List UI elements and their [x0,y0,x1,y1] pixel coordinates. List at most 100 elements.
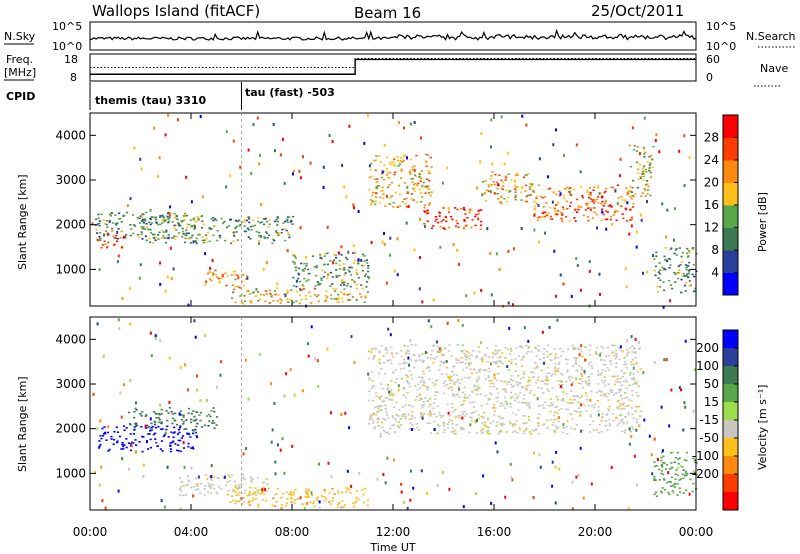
data-cell [393,431,397,434]
data-cell [392,201,395,204]
data-cell [555,395,558,398]
data-cell [467,352,470,354]
data-cell [588,196,591,199]
data-cell [135,450,137,454]
data-cell [609,389,612,392]
data-cell [549,405,552,407]
data-cell [276,282,279,286]
data-cell [584,380,587,383]
data-cell [286,221,290,223]
data-cell [377,407,380,409]
data-cell [272,122,275,126]
data-cell [602,363,605,366]
data-cell [426,387,429,389]
data-cell [437,350,440,352]
data-cell [430,357,433,360]
data-cell [103,240,106,242]
data-cell [587,363,590,366]
data-cell [578,365,581,367]
data-cell [476,385,479,388]
data-cell [398,205,401,207]
data-cell [630,335,633,339]
data-cell [413,417,416,419]
data-cell [290,497,293,500]
data-cell [522,370,525,373]
data-cell [174,412,177,415]
data-cell [195,242,198,245]
data-cell [491,171,494,173]
data-cell [462,428,465,430]
data-cell [458,417,461,419]
data-cell [343,293,346,296]
data-cell [550,218,554,220]
data-cell [288,236,291,239]
data-cell [507,360,510,363]
data-cell [670,247,673,250]
data-cell [464,397,467,399]
data-cell [606,211,609,213]
data-cell [565,408,568,410]
data-cell [510,362,513,365]
data-cell [393,406,396,408]
data-cell [300,298,303,301]
data-cell [636,395,639,397]
data-cell [394,191,397,194]
data-cell [133,224,136,226]
data-cell [417,429,420,431]
colorbar-tick-label: -100 [692,449,719,463]
data-cell [297,272,300,275]
data-cell [454,429,457,432]
data-cell [227,474,230,476]
data-cell [284,294,287,298]
data-cell [376,421,379,424]
data-cell [153,233,156,236]
data-cell [420,376,423,379]
data-cell [542,206,545,208]
data-cell [428,405,431,408]
data-cell [422,384,425,386]
data-cell [486,403,489,405]
data-cell [497,433,500,435]
data-cell [213,224,216,227]
data-cell [668,468,671,470]
data-cell [363,501,366,504]
data-cell [618,405,621,407]
data-cell [91,222,94,226]
data-cell [601,415,604,418]
data-cell [427,366,430,368]
data-cell [455,424,458,426]
data-cell [496,396,499,398]
data-cell [169,246,172,250]
data-cell [624,392,627,394]
data-cell [509,378,512,381]
data-cell [421,196,424,198]
data-cell [175,229,178,231]
data-cell [212,274,215,277]
data-cell [464,415,467,417]
data-cell [637,406,640,408]
data-cell [210,464,213,468]
data-cell [444,228,447,230]
data-cell [376,180,379,183]
data-cell [488,190,491,193]
data-cell [243,492,246,495]
data-cell [454,225,457,227]
data-cell [663,462,666,464]
data-cell [326,347,329,351]
data-cell [98,235,101,238]
data-cell [343,267,346,269]
data-cell [615,349,618,352]
date-title: 25/Oct/2011 [591,2,684,20]
data-cell [314,357,317,361]
data-cell [159,339,162,343]
data-cell [626,396,629,399]
data-cell [394,157,397,160]
data-cell [534,362,537,364]
data-cell [436,405,439,408]
data-cell [378,358,381,361]
data-cell [602,382,605,384]
data-cell [408,418,411,421]
data-cell [625,421,628,424]
data-cell [348,266,351,269]
data-cell [508,191,511,193]
